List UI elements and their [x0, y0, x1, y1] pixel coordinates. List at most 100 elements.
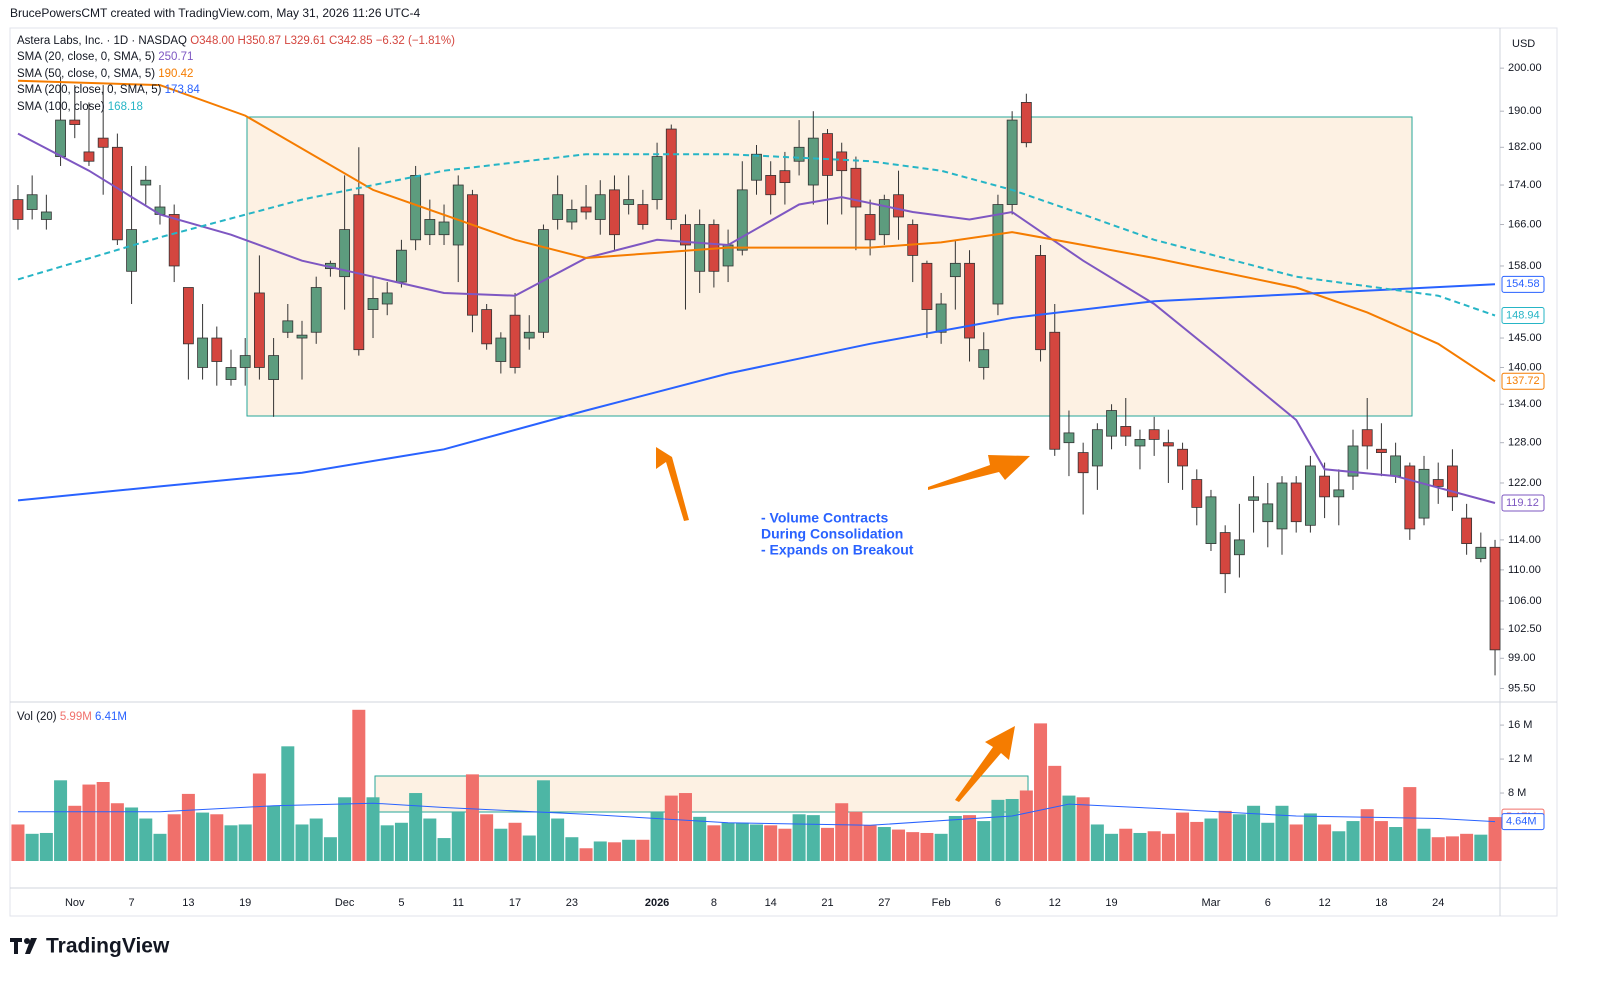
volume-bar: [1303, 813, 1317, 861]
arrow: [928, 455, 1030, 490]
volume-bar: [636, 839, 650, 861]
volume-box: [374, 775, 1029, 813]
candle-body: [1319, 475, 1330, 498]
volume-bar: [465, 774, 479, 861]
candle-body: [665, 128, 677, 220]
candle-body: [126, 229, 137, 272]
volume-bar: [1289, 824, 1303, 861]
sma-line: [17, 132, 1496, 504]
volume-bar: [1261, 822, 1275, 861]
volume-bar: [494, 828, 508, 861]
x-tick-label: 6: [1265, 897, 1271, 909]
y-tick-label: 200.00: [1508, 62, 1542, 74]
candle-body: [410, 175, 422, 241]
volume-bar: [1460, 833, 1474, 861]
volume-bar: [693, 816, 707, 861]
y-tick-label: 140.00: [1508, 361, 1542, 373]
indicator-name: SMA (200, close, 0, SMA, 5): [17, 84, 162, 96]
y-tick-label: 95.50: [1508, 682, 1536, 694]
volume-bar: [1275, 805, 1289, 861]
candle-body: [1304, 465, 1316, 526]
candle-body: [310, 287, 322, 333]
volume-bar: [835, 803, 849, 861]
candle-body: [1290, 482, 1302, 523]
volume-bar: [593, 841, 607, 861]
volume-bar: [764, 825, 778, 861]
indicator-name: SMA (100, close): [17, 101, 105, 113]
volume-bar: [607, 842, 621, 861]
candle-body: [140, 179, 152, 186]
y-tick-label: 134.00: [1508, 398, 1542, 410]
candle-body: [83, 151, 95, 162]
x-tick-label: 19: [1105, 897, 1117, 909]
x-tick-label: Mar: [1201, 897, 1220, 909]
volume-bar: [451, 812, 465, 861]
currency: USD: [1512, 38, 1535, 50]
volume-bar: [1389, 827, 1403, 861]
sma-line: [17, 153, 1496, 317]
x-tick-label: 24: [1432, 897, 1444, 909]
candle-body: [40, 211, 52, 220]
footer-logo: TradingView: [10, 935, 170, 958]
candle-body: [1148, 429, 1160, 440]
volume-bar: [11, 824, 25, 861]
volume-bar: [480, 814, 494, 861]
arrow: [955, 726, 1015, 802]
x-tick-label: 14: [765, 897, 777, 909]
volume-bar: [1105, 833, 1119, 861]
volume-bar: [153, 833, 167, 861]
candle-body: [1475, 546, 1487, 559]
y-tick-label: 99.00: [1508, 652, 1536, 664]
x-tick-label: 27: [878, 897, 890, 909]
volume-bar: [934, 833, 948, 861]
volume-bar: [877, 827, 891, 861]
candle-body: [1489, 546, 1501, 651]
volume-bar: [920, 832, 934, 861]
candle-body: [1347, 445, 1359, 477]
candle-body: [55, 119, 66, 157]
candle-body: [253, 292, 265, 368]
candle-body: [1248, 496, 1259, 501]
volume-bar: [1048, 765, 1062, 861]
candle-body: [97, 137, 109, 148]
annotation-line: - Expands on Breakout: [761, 542, 914, 558]
x-tick-label: 11: [453, 897, 464, 909]
x-tick-label: 8: [711, 897, 717, 909]
volume-bar: [295, 824, 309, 861]
indicator-value: 250.71: [158, 51, 193, 63]
volume-bar: [352, 709, 366, 861]
ohlc: H350.87: [238, 35, 281, 47]
annotation: - Volume Contracts During Consolidation …: [761, 510, 914, 558]
candle-body: [1361, 429, 1373, 447]
volume-bar: [110, 803, 124, 861]
candle-body: [822, 133, 833, 176]
volume-bar: [437, 838, 451, 861]
volume-bar: [508, 822, 522, 861]
volume-bar: [394, 822, 408, 861]
volume-bar: [948, 815, 962, 861]
y-tick-label: 190.00: [1508, 105, 1542, 117]
x-tick-label: 19: [239, 897, 251, 909]
volume-tag-label: 4.64M: [1506, 815, 1537, 827]
y-tick-label: 182.00: [1508, 141, 1542, 153]
x-tick-label: 13: [182, 897, 194, 909]
candle-body: [580, 206, 592, 213]
volume-bar: [167, 814, 181, 861]
volume-bar: [68, 805, 82, 861]
indicator-name: SMA (20, close, 0, SMA, 5): [17, 51, 155, 63]
candle-body: [751, 153, 762, 181]
logo-shape: [14, 938, 18, 954]
x-tick-label: 23: [566, 897, 578, 909]
price-tag-label: 119.12: [1506, 497, 1539, 509]
price-tag-label: 154.58: [1506, 278, 1540, 290]
volume-bar: [1005, 798, 1019, 861]
volume-bar: [238, 824, 252, 861]
sma-line: [17, 79, 1496, 383]
candle-body: [211, 337, 223, 362]
volume-bar: [1417, 828, 1431, 861]
candle-body: [1091, 429, 1103, 467]
candle-body: [864, 214, 876, 241]
volume-bar: [1090, 824, 1104, 861]
candle-body: [1233, 539, 1245, 556]
